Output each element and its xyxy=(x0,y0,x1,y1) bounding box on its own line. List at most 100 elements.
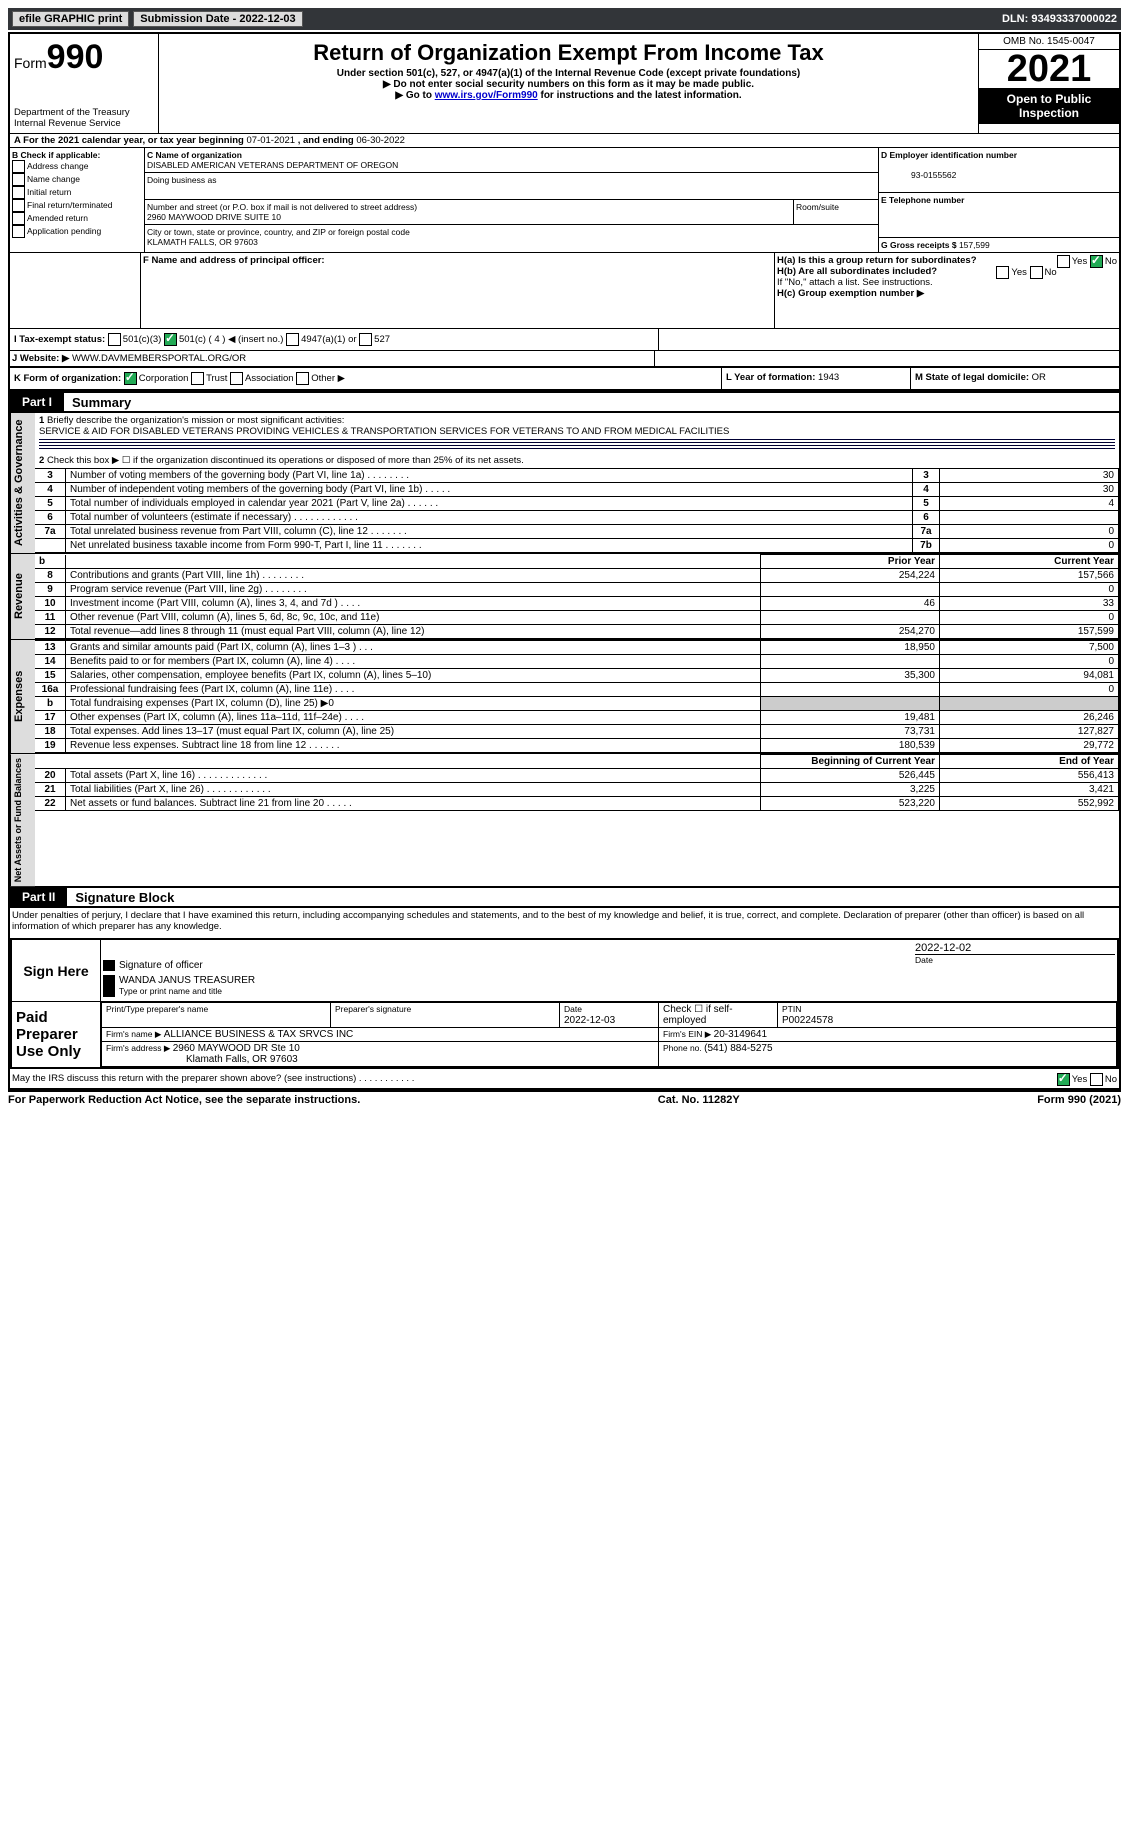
check-ha-yes[interactable] xyxy=(1057,255,1070,268)
check-application-pending[interactable] xyxy=(12,225,25,238)
tax-year: 2021 xyxy=(979,50,1119,88)
part1-body: Activities & Governance 1 Briefly descri… xyxy=(10,413,1119,553)
period-label: A For the 2021 calendar year, or tax yea… xyxy=(14,135,247,146)
check-hb-no[interactable] xyxy=(1030,266,1043,279)
open-to-public: Open to Public Inspection xyxy=(979,88,1119,124)
table-row: 16aProfessional fundraising fees (Part I… xyxy=(35,683,1119,697)
box-b: B Check if applicable: Address change Na… xyxy=(10,148,145,252)
form-title: Return of Organization Exempt From Incom… xyxy=(163,40,974,66)
table-ag: 3Number of voting members of the governi… xyxy=(35,468,1119,553)
form-number: 990 xyxy=(47,38,104,76)
firm-phone: (541) 884-5275 xyxy=(704,1043,772,1054)
entity-info-row: B Check if applicable: Address change Na… xyxy=(10,148,1119,253)
check-4947[interactable] xyxy=(286,333,299,346)
check-amended-return[interactable] xyxy=(12,212,25,225)
check-name-change[interactable] xyxy=(12,173,25,186)
check-ha-no[interactable] xyxy=(1090,255,1103,268)
signature-block: Sign Here Signature of officer 2022-12-0… xyxy=(10,938,1119,1069)
header-mid: Return of Organization Exempt From Incom… xyxy=(159,34,978,133)
check-other[interactable] xyxy=(296,372,309,385)
expenses-section: Expenses 13Grants and similar amounts pa… xyxy=(10,639,1119,753)
table-row: 3Number of voting members of the governi… xyxy=(35,469,1119,483)
irs-link[interactable]: www.irs.gov/Form990 xyxy=(435,90,538,101)
check-trust[interactable] xyxy=(191,372,204,385)
discuss-label: May the IRS discuss this return with the… xyxy=(12,1073,414,1084)
check-final-return[interactable] xyxy=(12,199,25,212)
gross-value: 157,599 xyxy=(959,240,990,250)
org-form-row: K Form of organization: Corporation Trus… xyxy=(10,368,1119,391)
box-h: H(a) Is this a group return for subordin… xyxy=(775,253,1119,328)
table-row: 15Salaries, other compensation, employee… xyxy=(35,669,1119,683)
org-city: KLAMATH FALLS, OR 97603 xyxy=(147,237,258,247)
dln-prefix: DLN: xyxy=(1002,13,1031,25)
top-bar: efile GRAPHIC print Submission Date - 20… xyxy=(8,8,1121,30)
officer-group-row: F Name and address of principal officer:… xyxy=(10,253,1119,329)
check-discuss-no[interactable] xyxy=(1090,1073,1103,1086)
box-c: C Name of organization DISABLED AMERICAN… xyxy=(145,148,879,252)
check-assoc[interactable] xyxy=(230,372,243,385)
note2-post: for instructions and the latest informat… xyxy=(538,90,742,101)
form-prefix: Form xyxy=(14,55,47,71)
check-corp[interactable] xyxy=(124,372,137,385)
h-c-label: H(c) Group exemption number ▶ xyxy=(777,288,924,299)
part1-title: Summary xyxy=(72,395,131,410)
q1-label: Briefly describe the organization's miss… xyxy=(47,415,345,426)
ptin-value: P00224578 xyxy=(782,1015,833,1026)
table-expenses: 13Grants and similar amounts paid (Part … xyxy=(35,640,1119,753)
ha-yes: Yes xyxy=(1072,256,1088,267)
col-begin: Beginning of Current Year xyxy=(811,756,935,767)
part2-title: Signature Block xyxy=(75,890,174,905)
table-row: 6Total number of volunteers (estimate if… xyxy=(35,511,1119,525)
opt-final-return: Final return/terminated xyxy=(27,200,113,210)
opt-4947: 4947(a)(1) or xyxy=(301,334,356,345)
website-value: WWW.DAVMEMBERSPORTAL.ORG/OR xyxy=(72,353,246,364)
netassets-section: Net Assets or Fund Balances Beginning of… xyxy=(10,753,1119,886)
check-initial-return[interactable] xyxy=(12,186,25,199)
check-hb-yes[interactable] xyxy=(996,266,1009,279)
header-left: Form990 Department of the Treasury Inter… xyxy=(10,34,159,133)
dln-label: DLN: 93493337000022 xyxy=(1002,13,1117,25)
table-row: 14Benefits paid to or for members (Part … xyxy=(35,655,1119,669)
name-title-label: Type or print name and title xyxy=(119,986,222,996)
officer-name-title: WANDA JANUS TREASURER xyxy=(119,975,255,986)
table-row: 17Other expenses (Part IX, column (A), l… xyxy=(35,711,1119,725)
table-row: 19Revenue less expenses. Subtract line 1… xyxy=(35,739,1119,753)
table-row: 10Investment income (Part VIII, column (… xyxy=(35,597,1119,611)
submission-date-button[interactable]: Submission Date - 2022-12-03 xyxy=(133,11,302,27)
table-row: 22Net assets or fund balances. Subtract … xyxy=(35,797,1119,811)
box-c-name-label: C Name of organization xyxy=(147,150,242,160)
vtab-netassets: Net Assets or Fund Balances xyxy=(10,754,35,886)
check-501c[interactable] xyxy=(164,333,177,346)
prep-date-label: Date xyxy=(564,1004,582,1014)
efile-print-button[interactable]: efile GRAPHIC print xyxy=(12,11,129,27)
form-header: Form990 Department of the Treasury Inter… xyxy=(10,34,1119,134)
check-501c3[interactable] xyxy=(108,333,121,346)
hb-no: No xyxy=(1045,267,1057,278)
period-end: 06-30-2022 xyxy=(356,135,405,146)
h-b-label: H(b) Are all subordinates included? xyxy=(777,266,937,277)
table-row: 21Total liabilities (Part X, line 26) . … xyxy=(35,783,1119,797)
check-address-change[interactable] xyxy=(12,160,25,173)
sig-date: 2022-12-02 xyxy=(915,942,1115,954)
opt-other: Other ▶ xyxy=(311,373,345,384)
part2-label: Part II xyxy=(10,888,67,906)
paid-preparer-label: Paid Preparer Use Only xyxy=(12,1002,101,1067)
check-527[interactable] xyxy=(359,333,372,346)
col-end: End of Year xyxy=(1059,756,1114,767)
box-f-label: F Name and address of principal officer: xyxy=(143,255,325,266)
check-self-employed: Check ☐ if self-employed xyxy=(659,1003,778,1028)
table-row: 12Total revenue—add lines 8 through 11 (… xyxy=(35,625,1119,639)
phone-label: E Telephone number xyxy=(881,195,964,205)
period-begin: 07-01-2021 xyxy=(247,135,296,146)
box-j-label: J Website: ▶ xyxy=(12,353,72,364)
part2-header: Part II Signature Block xyxy=(10,886,1119,908)
sig-officer-label: Signature of officer xyxy=(103,960,915,971)
sig-date-label: Date xyxy=(915,954,1115,965)
form-note1: ▶ Do not enter social security numbers o… xyxy=(163,79,974,90)
vtab-expenses: Expenses xyxy=(10,640,35,753)
col-prior: Prior Year xyxy=(888,556,935,567)
table-row: 13Grants and similar amounts paid (Part … xyxy=(35,641,1119,655)
check-discuss-yes[interactable] xyxy=(1057,1073,1070,1086)
discuss-row: May the IRS discuss this return with the… xyxy=(10,1069,1119,1090)
dba-label: Doing business as xyxy=(147,175,216,185)
